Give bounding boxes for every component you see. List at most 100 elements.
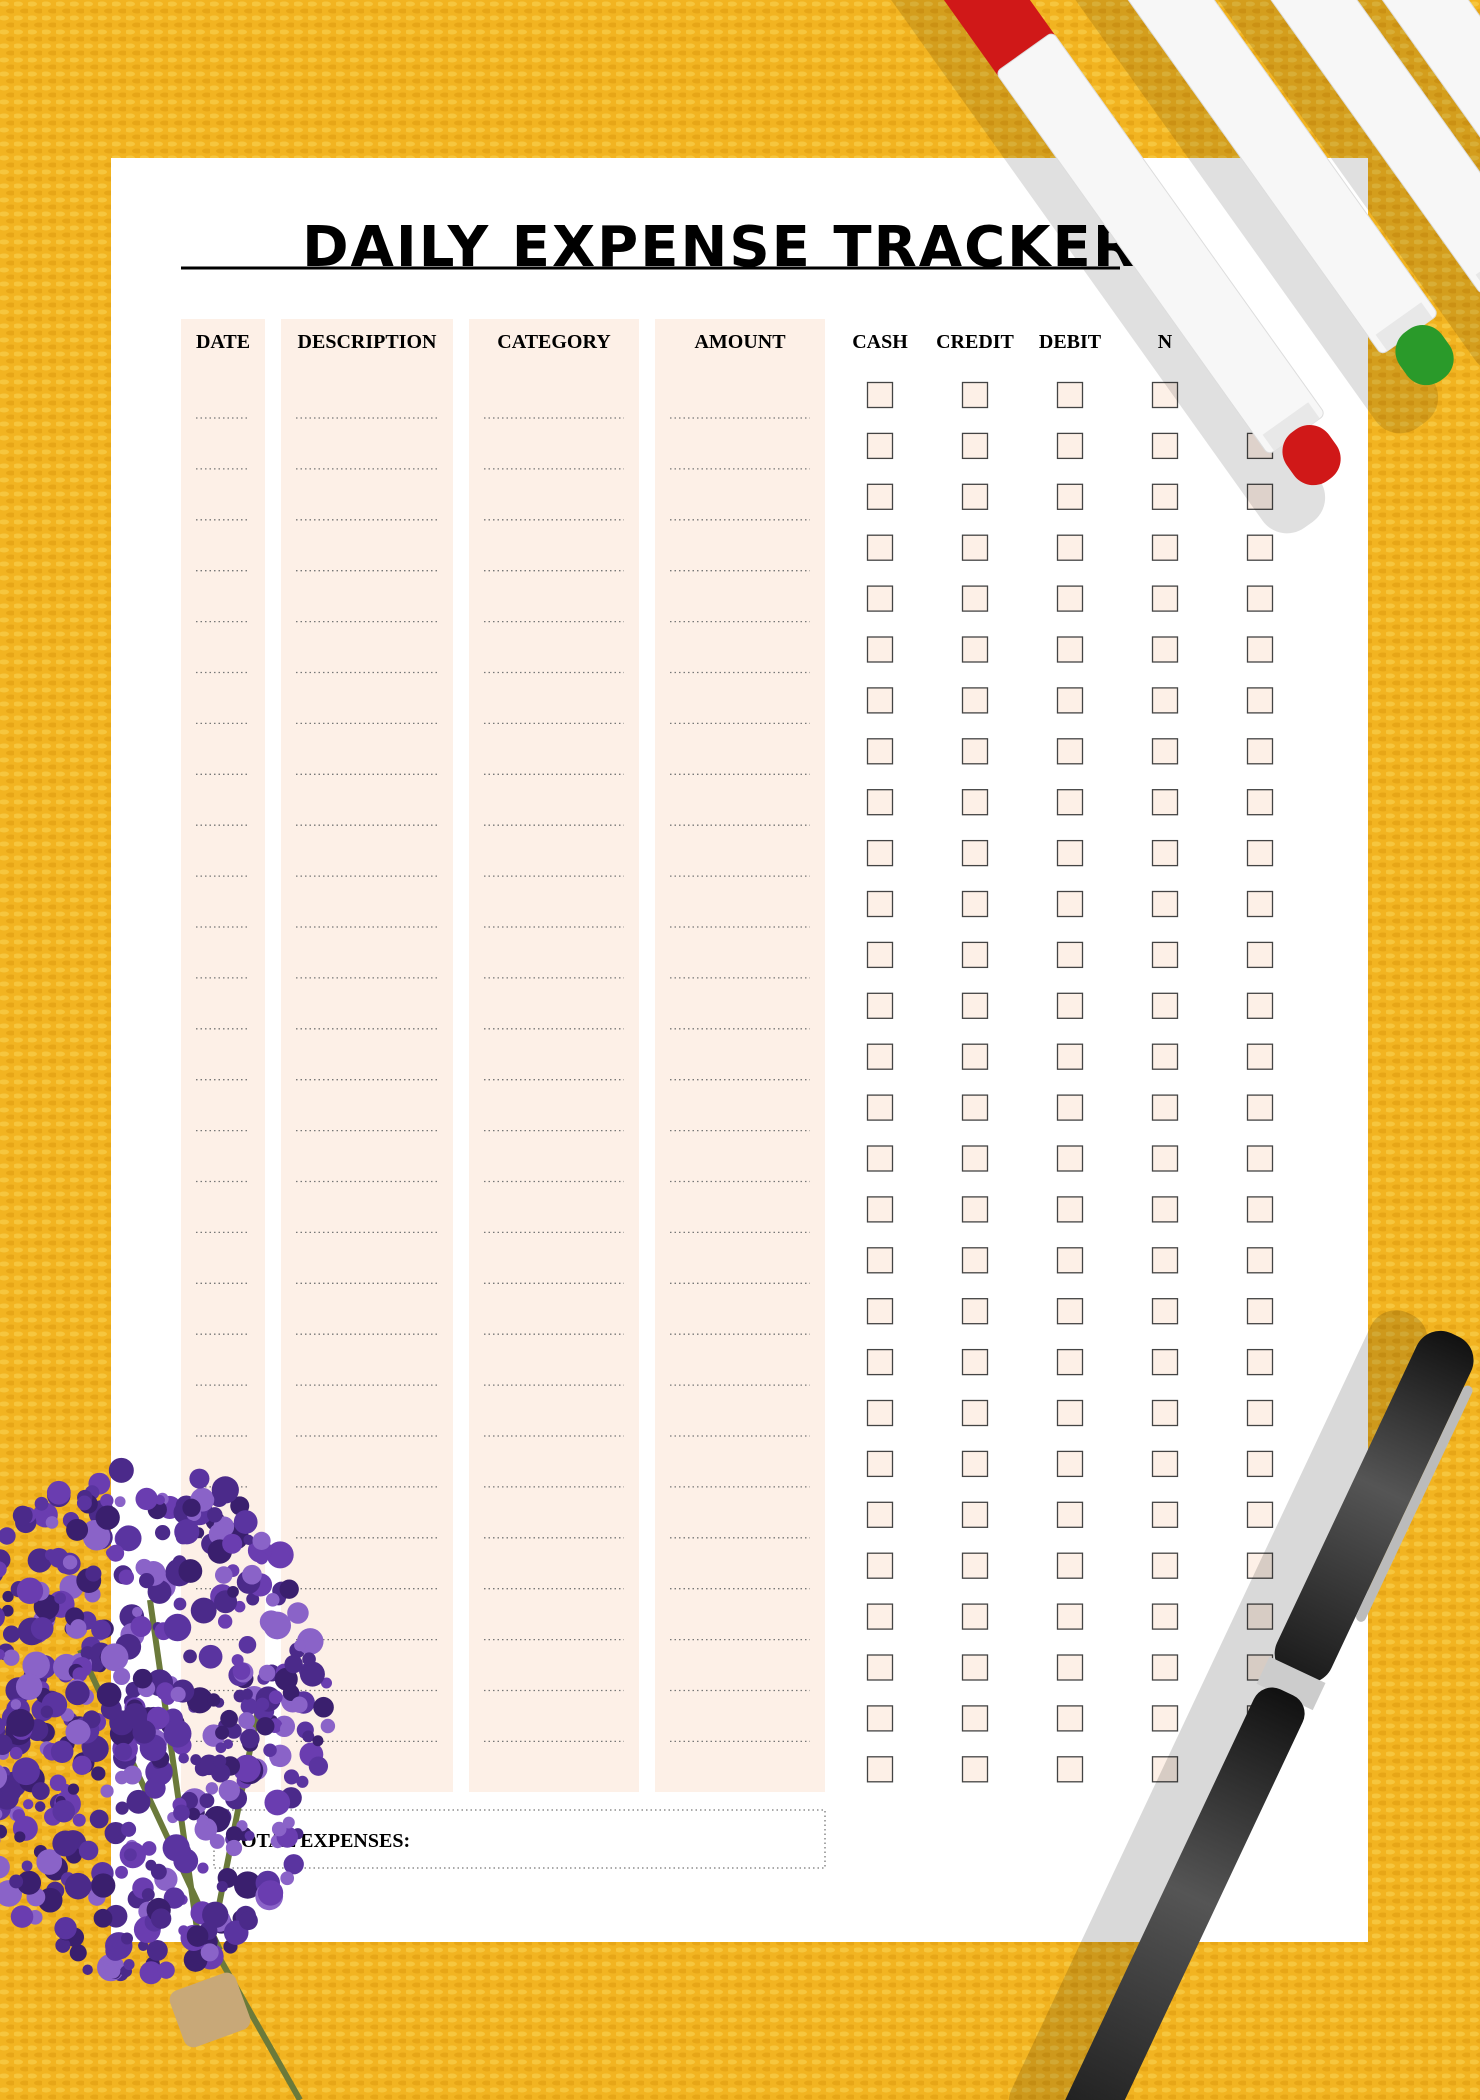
flower-bud <box>115 1801 129 1815</box>
flower-bud <box>1 1781 22 1802</box>
flower-bud <box>263 1743 277 1757</box>
flower-bud <box>93 1908 113 1928</box>
flower-bud <box>105 1963 121 1979</box>
checkbox <box>1056 585 1084 612</box>
checkbox <box>1246 738 1274 765</box>
checkbox <box>1151 1145 1179 1172</box>
flower-bud <box>255 1551 268 1565</box>
flower-bud <box>252 1531 271 1550</box>
flower-bud <box>280 1871 295 1886</box>
checkbox <box>866 1348 894 1376</box>
flower-bud <box>144 1777 166 1799</box>
checkbox <box>1056 1298 1084 1325</box>
pen-barrel <box>1056 1687 1305 2100</box>
checkbox <box>1151 381 1179 409</box>
flower-bud <box>255 1697 270 1712</box>
flower-bud <box>123 1959 135 1971</box>
flower-bud <box>271 1821 287 1837</box>
flower-bud <box>135 1487 158 1511</box>
flower-bud <box>121 1821 137 1837</box>
pen-cap <box>1274 1330 1474 1684</box>
flower-bud <box>22 1651 50 1679</box>
checkbox <box>866 1094 894 1121</box>
checkbox <box>1056 1196 1084 1223</box>
marker <box>998 0 1454 434</box>
flower-bud <box>15 1673 43 1701</box>
checkbox <box>1056 1756 1084 1783</box>
flower-bud <box>45 1516 59 1529</box>
flower-bud <box>123 1848 137 1862</box>
checkbox <box>866 636 894 663</box>
flower-bud <box>320 1718 336 1734</box>
flower-bud <box>76 1495 92 1511</box>
flower-bud <box>105 1940 126 1961</box>
flower-bud <box>240 1697 258 1715</box>
flower-bud <box>202 1901 229 1928</box>
checkbox <box>1056 839 1084 867</box>
checkbox <box>961 636 989 663</box>
checkbox <box>866 1501 894 1528</box>
flower-bud <box>214 1566 233 1584</box>
flower-bud <box>225 1839 243 1857</box>
flower-bud <box>242 1564 262 1585</box>
checkbox <box>1151 789 1179 816</box>
marker <box>1098 0 1480 374</box>
flower-bud <box>246 1592 260 1606</box>
checkbox <box>1246 1094 1274 1121</box>
checkbox <box>1246 789 1274 816</box>
checkbox <box>961 1756 989 1783</box>
flower-bud <box>91 1873 116 1898</box>
checkbox <box>961 839 989 867</box>
flower-bud <box>211 1763 231 1783</box>
checkbox <box>961 1450 989 1478</box>
checkbox <box>1151 1552 1179 1579</box>
flower-bud <box>78 1840 99 1861</box>
flower-bud <box>0 1561 7 1578</box>
flower-bud <box>115 1865 129 1879</box>
checkbox <box>1151 1756 1179 1783</box>
flower-bud <box>34 1801 46 1812</box>
flower-bud <box>0 1648 5 1660</box>
flower-bud <box>163 1719 192 1748</box>
checkbox <box>1151 1501 1179 1528</box>
checkbox <box>961 1348 989 1376</box>
flower-bud <box>239 1911 258 1931</box>
flower-bud <box>268 1690 283 1705</box>
flower-bud <box>46 1480 71 1505</box>
checkbox <box>1151 636 1179 663</box>
flower-bud <box>54 1917 77 1940</box>
flower-bud <box>64 1872 92 1900</box>
marker-body <box>1210 0 1480 294</box>
flower-bud <box>283 1854 304 1875</box>
checkbox <box>1056 687 1084 714</box>
checkbox <box>1151 1298 1179 1325</box>
flower-bud <box>23 1799 34 1810</box>
checkbox <box>1246 483 1274 510</box>
checkbox <box>1056 534 1084 561</box>
flower-bud <box>215 1742 227 1754</box>
checkbox <box>866 1399 894 1427</box>
marker-band <box>885 0 1059 81</box>
flower-bud <box>198 1644 223 1669</box>
flower-bud <box>264 1789 291 1816</box>
flower-bud <box>187 1807 201 1821</box>
flower-bud <box>207 1507 223 1523</box>
flower-bud <box>3 1649 20 1666</box>
flower-bud <box>233 1871 262 1899</box>
flower-bud <box>150 1908 172 1929</box>
flower-bud <box>173 1597 187 1611</box>
total-box <box>213 1809 826 1869</box>
checkbox <box>961 381 989 409</box>
total-label: TOTAL EXPENSES: <box>228 1830 410 1852</box>
checkbox <box>866 432 894 460</box>
flower-bud <box>189 1468 210 1489</box>
checkbox <box>1151 1603 1179 1630</box>
flower-bud <box>233 1510 258 1534</box>
flower-bud <box>72 1813 86 1827</box>
flower-bud <box>95 1505 120 1530</box>
checkbox <box>961 1298 989 1325</box>
flower-bud <box>265 1592 280 1607</box>
flower-bud <box>100 1493 114 1508</box>
flower-bud <box>113 1667 131 1685</box>
flower-bud <box>217 1614 233 1629</box>
